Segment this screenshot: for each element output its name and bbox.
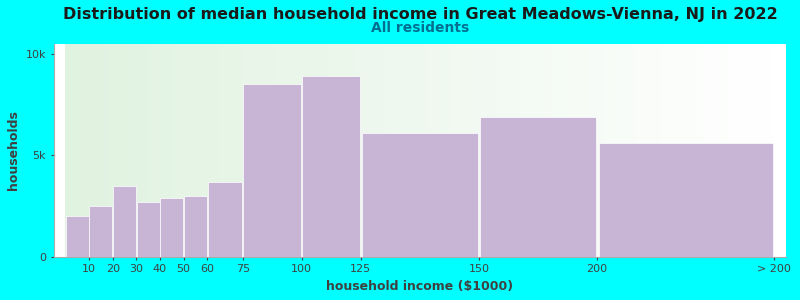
X-axis label: household income ($1000): household income ($1000) <box>326 280 514 293</box>
Bar <box>362 133 478 257</box>
Text: All residents: All residents <box>370 21 469 35</box>
Bar <box>184 196 207 257</box>
Bar <box>599 143 773 257</box>
Bar <box>90 206 113 257</box>
Bar <box>113 186 136 257</box>
Bar <box>207 182 242 257</box>
Title: Distribution of median household income in Great Meadows-Vienna, NJ in 2022: Distribution of median household income … <box>62 7 778 22</box>
Bar <box>66 216 89 257</box>
Bar <box>137 202 160 257</box>
Y-axis label: households: households <box>7 110 20 190</box>
Bar <box>160 198 183 257</box>
Bar <box>243 85 301 257</box>
Bar <box>302 76 360 257</box>
Bar <box>480 117 596 257</box>
